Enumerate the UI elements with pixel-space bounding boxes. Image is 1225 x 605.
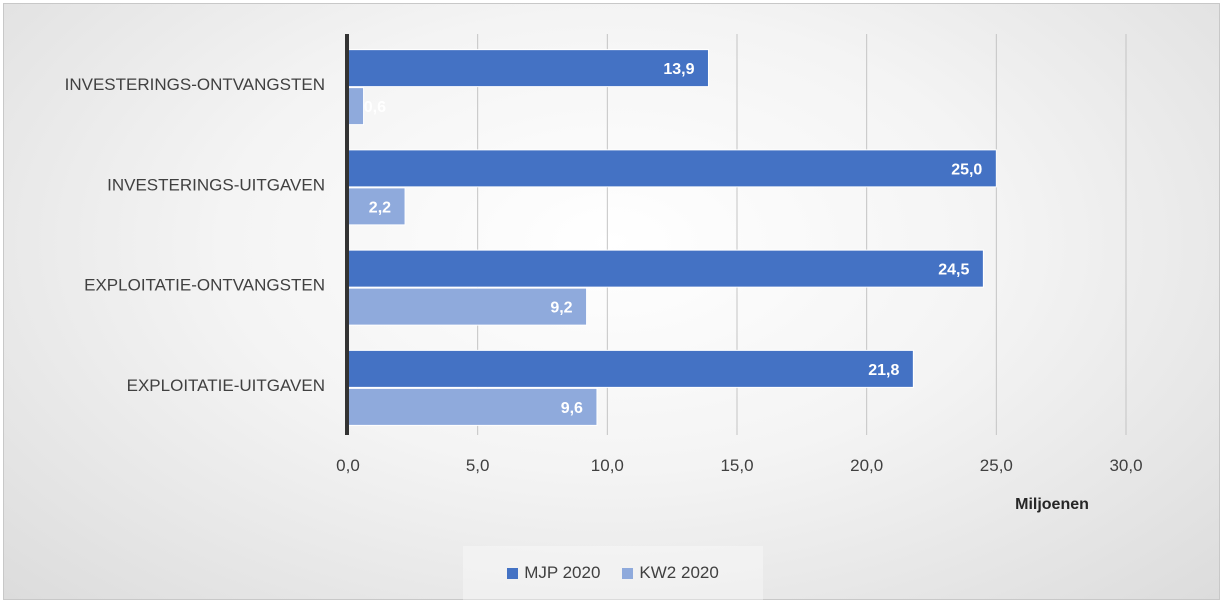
bar-mjp xyxy=(347,349,914,388)
x-tick-label: 5,0 xyxy=(466,456,490,475)
x-tick-label: 15,0 xyxy=(720,456,753,475)
legend-item-kw2: KW2 2020 xyxy=(622,563,719,583)
bar-kw2 xyxy=(347,387,598,426)
legend-swatch-mjp xyxy=(507,567,519,579)
data-label: 25,0 xyxy=(951,161,982,178)
bars: 13,9 0,6 25,0 2,2 24,5 9,2 21,8 9,6 xyxy=(347,49,997,426)
x-tick-labels: 0,0 5,0 10,0 15,0 20,0 25,0 30,0 xyxy=(336,456,1142,475)
data-label: 0,6 xyxy=(364,99,386,116)
category-label: INVESTERINGS-UITGAVEN xyxy=(107,175,325,194)
x-tick-label: 30,0 xyxy=(1109,456,1142,475)
bar-kw2 xyxy=(347,287,588,326)
legend: MJP 2020 KW2 2020 xyxy=(463,546,763,600)
x-tick-label: 0,0 xyxy=(336,456,360,475)
data-label: 13,9 xyxy=(663,61,694,78)
bar-kw2 xyxy=(347,87,365,126)
bar-mjp xyxy=(347,49,709,88)
data-label: 24,5 xyxy=(938,262,969,279)
data-label: 2,2 xyxy=(369,199,391,216)
data-label: 21,8 xyxy=(868,362,899,379)
x-tick-label: 20,0 xyxy=(850,456,883,475)
x-axis-title: Miljoenen xyxy=(1015,496,1089,513)
chart-area xyxy=(3,3,1220,600)
x-tick-label: 25,0 xyxy=(980,456,1013,475)
data-label: 9,6 xyxy=(561,400,583,417)
bar-mjp xyxy=(347,249,984,288)
bar-mjp xyxy=(347,149,997,188)
legend-swatch-kw2 xyxy=(622,567,634,579)
legend-item-mjp: MJP 2020 xyxy=(507,563,600,583)
category-labels: INVESTERINGS-ONTVANGSTEN INVESTERINGS-UIT… xyxy=(65,75,325,395)
legend-label-mjp: MJP 2020 xyxy=(524,563,601,582)
x-tick-label: 10,0 xyxy=(591,456,624,475)
data-label: 9,2 xyxy=(550,300,572,317)
category-label: INVESTERINGS-ONTVANGSTEN xyxy=(65,75,325,94)
legend-label-kw2: KW2 2020 xyxy=(639,563,719,582)
category-label: EXPLOITATIE-UITGAVEN xyxy=(127,376,325,395)
category-label: EXPLOITATIE-ONTVANGSTEN xyxy=(84,276,325,295)
